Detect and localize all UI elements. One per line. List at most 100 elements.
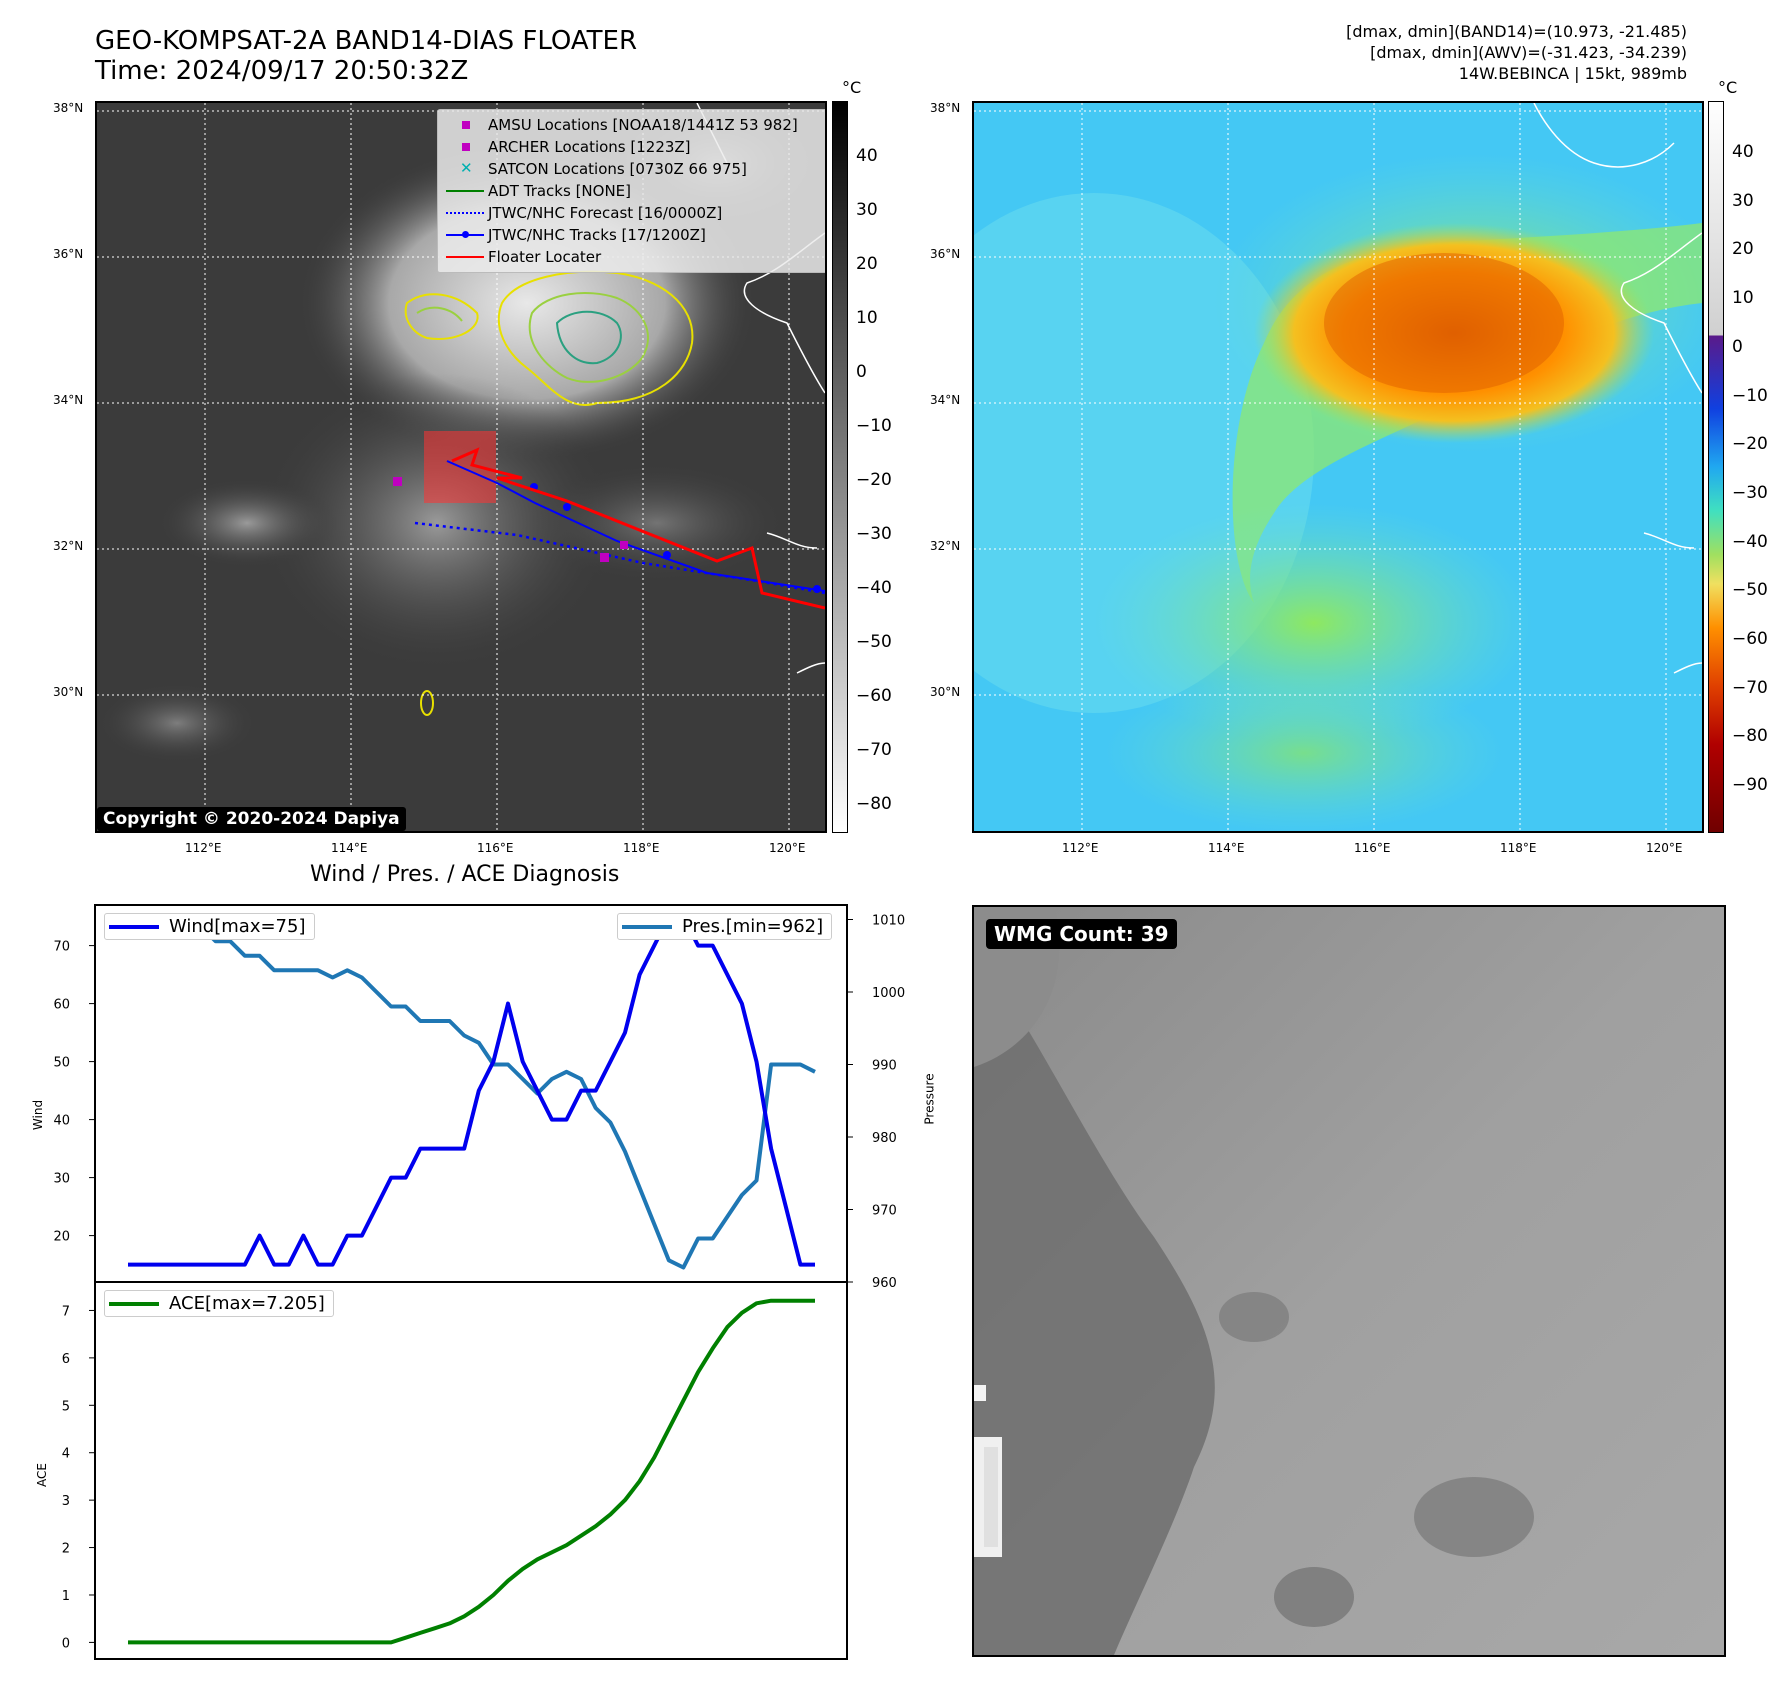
colorbar-left-tick: −20 <box>856 470 892 490</box>
diagnosis-chart: 20 30 40 50 60 70 960 970 980 990 1000 1010 0 1 2 3 4 5… <box>53 904 905 1660</box>
lon-tick-label: 116°E <box>1354 841 1391 855</box>
colorbar-right-tick: 10 <box>1732 288 1754 309</box>
y-tick-label: 0 <box>62 1636 70 1651</box>
y-tick-label: 20 <box>53 1230 70 1245</box>
lon-tick-label: 120°E <box>769 841 806 855</box>
awv-map <box>972 101 1704 833</box>
lon-tick-label: 120°E <box>1646 841 1683 855</box>
pressure-series-line <box>126 918 816 1270</box>
colorbar-right-tick: −10 <box>1732 385 1768 406</box>
colorbar-left-tick: 0 <box>856 362 867 382</box>
legend-marker <box>444 136 488 158</box>
legend-label: Floater Locater <box>488 248 602 266</box>
y-tick-label: 5 <box>62 1399 70 1414</box>
lat-tick-label: 32°N <box>930 539 961 553</box>
colorbar-right-tick: −90 <box>1732 775 1768 796</box>
lon-tick-label: 114°E <box>331 841 368 855</box>
lat-tick-label: 36°N <box>930 247 961 261</box>
colorbar-left-tick: −60 <box>856 686 892 706</box>
colorbar-left-tick: −70 <box>856 740 892 760</box>
wind-legend-label: Wind[max=75] <box>169 916 306 937</box>
colorbar-right-tick: 40 <box>1732 142 1754 162</box>
lat-tick-label: 34°N <box>930 393 961 407</box>
archer-marker <box>600 553 609 562</box>
colorbar-left-tick: 30 <box>856 200 878 220</box>
colorbar-left <box>832 101 848 833</box>
legend-marker <box>444 114 488 136</box>
legend-label: ARCHER Locations [1223Z] <box>488 138 691 156</box>
ace-axis-label: ACE <box>34 1463 49 1487</box>
colorbar-left-tick: 10 <box>856 308 878 328</box>
y-tick-label: 970 <box>872 1204 897 1219</box>
legend-item: JTWC/NHC Forecast [16/0000Z] <box>444 202 825 224</box>
legend-marker <box>444 202 488 224</box>
lat-tick-label: 38°N <box>930 101 961 115</box>
legend-item: AMSU Locations [NOAA18/1441Z 53 982] <box>444 114 825 136</box>
wind-legend: Wind[max=75] <box>104 913 315 940</box>
ace-series-line <box>128 1298 815 1645</box>
band14-range: [dmax, dmin](BAND14)=(10.973, -21.485) <box>1346 22 1687 41</box>
lat-tick-label: 30°N <box>930 685 961 699</box>
y-tick-label: 2 <box>62 1542 70 1557</box>
colorbar-right-tick: −50 <box>1732 580 1768 601</box>
colorbar-right-tick: −20 <box>1732 434 1768 455</box>
colorbar-left-tick: −10 <box>856 416 892 436</box>
legend-item: ✕ SATCON Locations [0730Z 66 975] <box>444 158 825 180</box>
lon-tick-label: 114°E <box>1208 841 1245 855</box>
legend-label: ADT Tracks [NONE] <box>488 182 632 200</box>
y-tick-label: 3 <box>62 1494 70 1509</box>
colorbar-right-tick: −30 <box>1732 482 1768 503</box>
colorbar-left-tick: −30 <box>856 524 892 544</box>
legend-item: ARCHER Locations [1223Z] <box>444 136 825 158</box>
diag-title: Wind / Pres. / ACE Diagnosis <box>310 862 620 887</box>
lon-tick-label: 112°E <box>1062 841 1099 855</box>
y-tick-label: 990 <box>872 1059 897 1074</box>
band14-map: AMSU Locations [NOAA18/1441Z 53 982] ARCH… <box>95 101 827 833</box>
lat-tick-label: 30°N <box>53 685 84 699</box>
lat-tick-label: 32°N <box>53 539 84 553</box>
legend-label: JTWC/NHC Tracks [17/1200Z] <box>488 226 706 244</box>
jtwc-track <box>446 460 825 592</box>
chart-time: Time: 2024/09/17 20:50:32Z <box>95 56 469 86</box>
lon-tick-label: 112°E <box>185 841 222 855</box>
y-tick-label: 7 <box>62 1304 70 1319</box>
legend-marker <box>444 180 488 202</box>
legend-marker: ✕ <box>460 159 473 177</box>
pressure-legend-label: Pres.[min=962] <box>682 916 824 937</box>
legend-marker <box>444 246 488 268</box>
colorbar-right-tick: 0 <box>1732 336 1743 357</box>
legend-item: JTWC/NHC Tracks [17/1200Z] <box>444 224 825 246</box>
copyright-badge: Copyright © 2020-2024 Dapiya <box>97 807 406 831</box>
wmg-count-badge: WMG Count: 39 <box>986 919 1177 949</box>
map-legend: AMSU Locations [NOAA18/1441Z 53 982] ARCH… <box>437 109 825 273</box>
chart-title: GEO-KOMPSAT-2A BAND14-DIAS FLOATER <box>95 26 638 56</box>
lat-tick-label: 34°N <box>53 393 84 407</box>
floater-locater-track <box>451 447 825 610</box>
colorbar-right-tick: −60 <box>1732 629 1768 649</box>
colorbar-left-tick: 40 <box>856 146 878 166</box>
lon-tick-label: 118°E <box>623 841 660 855</box>
colorbar-left-unit: °C <box>842 78 862 97</box>
colorbar-right <box>1708 101 1724 833</box>
legend-label: SATCON Locations [0730Z 66 975] <box>488 160 747 178</box>
lon-tick-label: 118°E <box>1500 841 1537 855</box>
lat-tick-label: 38°N <box>53 101 84 115</box>
y-tick-label: 30 <box>53 1172 70 1187</box>
graticule-right <box>974 103 1702 831</box>
wind-axis-label: Wind <box>31 1099 46 1131</box>
legend-label: JTWC/NHC Forecast [16/0000Z] <box>488 204 723 222</box>
awv-imagery <box>974 103 1702 831</box>
storm-info: 14W.BEBINCA | 15kt, 989mb <box>1458 64 1687 83</box>
y-tick-label: 1000 <box>872 986 905 1001</box>
colorbar-right-tick: 20 <box>1732 239 1754 260</box>
colorbar-right-tick: −40 <box>1732 531 1768 552</box>
colorbar-left-tick: −50 <box>856 632 892 652</box>
archer-marker-2 <box>620 541 628 549</box>
colorbar-left-tick: −80 <box>856 794 892 814</box>
y-tick-label: 1010 <box>872 914 905 929</box>
y-tick-label: 40 <box>53 1114 70 1129</box>
colorbar-right-tick: −70 <box>1732 677 1768 698</box>
ace-legend-label: ACE[max=7.205] <box>169 1293 325 1314</box>
y-tick-label: 1 <box>62 1589 70 1604</box>
awv-range: [dmax, dmin](AWV)=(-31.423, -34.239) <box>1370 43 1687 62</box>
